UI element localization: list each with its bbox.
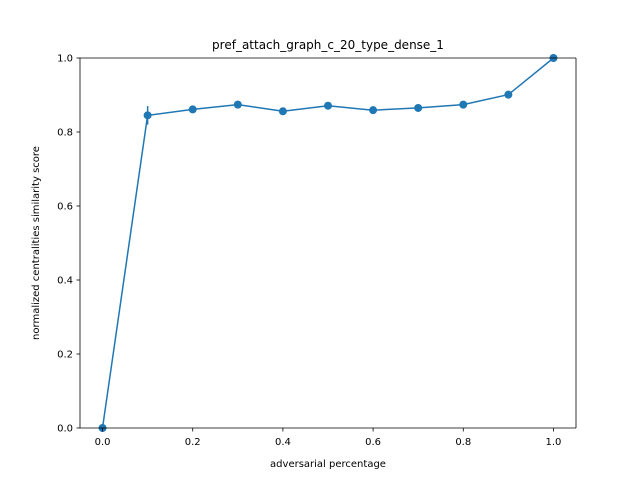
data-point [233,100,242,109]
y-tick-label: 0.8 [57,128,73,139]
data-point [143,111,152,120]
y-tick-label: 0.4 [57,276,73,287]
data-point [414,103,423,112]
y-tick-label: 0.0 [57,424,73,435]
data-point [369,106,378,115]
x-tick-label: 1.0 [546,437,562,448]
x-tick-label: 0.2 [185,437,201,448]
x-tick-label: 0.4 [275,437,291,448]
y-tick-label: 1.0 [57,54,73,65]
data-point [459,100,468,109]
data-point [278,107,287,116]
chart-title: pref_attach_graph_c_20_type_dense_1 [212,38,444,52]
y-axis-label: normalized centralities similarity score [31,146,42,340]
data-point [324,101,332,110]
x-tick-label: 0.6 [365,437,381,448]
x-tick-label: 0.0 [95,437,111,448]
x-axis-label: adversarial percentage [270,459,386,470]
y-tick-label: 0.2 [57,350,73,361]
plot-area [80,58,576,428]
x-tick-label: 0.8 [455,437,471,448]
data-point [188,105,197,114]
y-tick-label: 0.6 [57,202,73,213]
data-point [504,90,513,99]
axes-layer: 0.0 0.2 0.4 0.6 0.8 1.0 0.0 0.2 0.4 0.6 0.8 1.0 [57,54,577,448]
